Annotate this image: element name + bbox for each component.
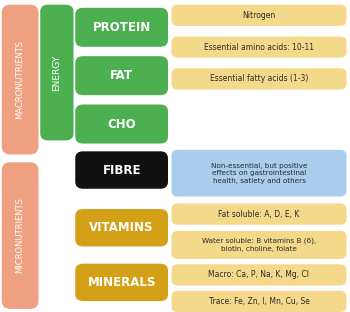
Text: Fat soluble: A, D, E, K: Fat soluble: A, D, E, K: [218, 210, 300, 218]
Text: MICRONUTRIENTS: MICRONUTRIENTS: [16, 197, 25, 274]
FancyBboxPatch shape: [2, 5, 38, 154]
FancyBboxPatch shape: [172, 231, 346, 259]
Text: MACRONUTRIENTS: MACRONUTRIENTS: [16, 40, 25, 119]
FancyBboxPatch shape: [172, 5, 346, 26]
FancyBboxPatch shape: [75, 209, 168, 246]
Text: FIBRE: FIBRE: [103, 163, 141, 177]
FancyBboxPatch shape: [75, 105, 168, 144]
FancyBboxPatch shape: [75, 8, 168, 47]
FancyBboxPatch shape: [172, 37, 346, 58]
Text: Water soluble: B vitamins B (6),
biotin, choline, folate: Water soluble: B vitamins B (6), biotin,…: [202, 238, 316, 252]
FancyBboxPatch shape: [172, 264, 346, 285]
FancyBboxPatch shape: [172, 68, 346, 90]
Text: Nitrogen: Nitrogen: [242, 11, 276, 20]
Text: Essential amino acids: 10-11: Essential amino acids: 10-11: [204, 43, 314, 51]
FancyBboxPatch shape: [172, 150, 346, 197]
FancyBboxPatch shape: [40, 5, 74, 140]
Text: Macro: Ca, P, Na, K, Mg, Cl: Macro: Ca, P, Na, K, Mg, Cl: [209, 271, 309, 279]
Text: FAT: FAT: [110, 69, 133, 82]
FancyBboxPatch shape: [75, 56, 168, 95]
FancyBboxPatch shape: [75, 264, 168, 301]
Text: VITAMINS: VITAMINS: [89, 221, 154, 234]
FancyBboxPatch shape: [172, 203, 346, 225]
Text: Non-essential, but positive
effects on gastrointestinal
health, satiety and othe: Non-essential, but positive effects on g…: [211, 163, 307, 184]
Text: CHO: CHO: [107, 118, 136, 130]
Text: MINERALS: MINERALS: [88, 276, 156, 289]
FancyBboxPatch shape: [172, 291, 346, 312]
FancyBboxPatch shape: [2, 162, 38, 309]
Text: ENERGY: ENERGY: [52, 55, 61, 90]
FancyBboxPatch shape: [75, 151, 168, 189]
Text: Trace: Fe, Zn, I, Mn, Cu, Se: Trace: Fe, Zn, I, Mn, Cu, Se: [209, 297, 309, 306]
Text: Essential fatty acids (1-3): Essential fatty acids (1-3): [210, 75, 308, 83]
Text: PROTEIN: PROTEIN: [92, 21, 151, 34]
